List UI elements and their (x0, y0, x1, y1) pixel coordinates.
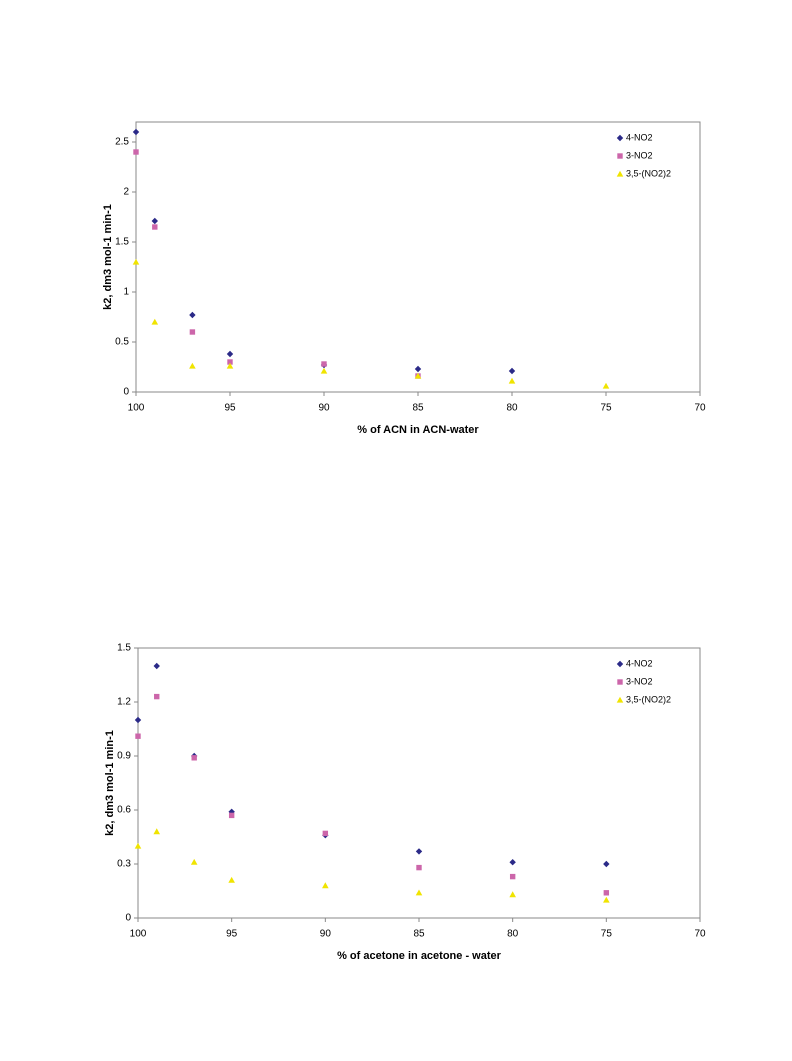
y-tick-label: 0.3 (117, 859, 131, 870)
marker (322, 882, 329, 889)
marker (132, 128, 140, 136)
y-tick-label: 0.5 (115, 337, 129, 348)
marker (415, 848, 423, 855)
legend-label: 4-NO2 (626, 658, 653, 668)
marker (135, 733, 141, 739)
y-axis-label: k2, dm3 mol-1 min-1 (104, 730, 116, 836)
legend-marker (617, 679, 623, 685)
marker (151, 217, 158, 225)
marker (228, 876, 235, 883)
marker (603, 896, 610, 903)
legend-marker (616, 696, 624, 703)
x-tick-label: 80 (507, 929, 519, 940)
marker (153, 828, 161, 835)
x-tick-label: 75 (601, 929, 613, 940)
x-tick-label: 95 (226, 929, 238, 940)
marker (414, 365, 422, 373)
x-tick-label: 90 (318, 403, 330, 414)
marker (602, 382, 610, 389)
x-tick-label: 100 (130, 929, 147, 940)
y-tick-label: 2 (123, 187, 129, 198)
marker (226, 350, 234, 358)
marker (132, 258, 140, 265)
y-tick-label: 0 (125, 913, 131, 924)
y-tick-label: 0 (123, 387, 129, 398)
marker (416, 864, 422, 871)
marker (508, 367, 516, 375)
x-axis-label: % of ACN in ACN-water (357, 424, 479, 436)
y-tick-label: 1 (123, 287, 129, 298)
marker (508, 377, 516, 384)
legend-marker (617, 153, 623, 159)
marker (415, 889, 423, 896)
legend-marker (616, 134, 624, 142)
marker (509, 859, 516, 866)
y-axis-label: k2, dm3 mol-1 min-1 (102, 204, 114, 310)
marker (154, 693, 160, 700)
marker (153, 662, 160, 670)
x-tick-label: 80 (506, 403, 518, 414)
marker (227, 359, 233, 365)
marker (414, 372, 422, 379)
marker (322, 830, 329, 837)
x-tick-label: 95 (224, 403, 236, 414)
x-tick-label: 85 (412, 403, 424, 414)
y-tick-label: 1.5 (115, 237, 129, 248)
marker (509, 873, 516, 880)
x-tick-label: 70 (694, 929, 706, 940)
marker (228, 808, 235, 815)
marker (189, 329, 196, 335)
x-tick-label: 70 (694, 403, 706, 414)
legend-marker (616, 660, 624, 668)
y-tick-label: 0.9 (117, 751, 131, 762)
marker (603, 890, 610, 896)
y-tick-label: 1.2 (117, 697, 131, 708)
y-tick-label: 0.6 (117, 805, 131, 816)
marker (603, 860, 610, 868)
x-axis-label: % of acetone in acetone - water (337, 950, 502, 962)
marker (320, 367, 328, 374)
marker (152, 224, 158, 230)
marker (191, 755, 197, 761)
marker (228, 812, 235, 819)
legend-marker (616, 170, 624, 177)
plot-area (135, 121, 701, 393)
marker (134, 842, 142, 849)
x-tick-label: 75 (600, 403, 612, 414)
marker (151, 318, 159, 325)
legend-label: 3,5-(NO2)2 (626, 168, 671, 178)
marker (226, 362, 234, 369)
plot-area (137, 647, 701, 919)
x-tick-label: 100 (128, 403, 145, 414)
x-tick-label: 85 (413, 929, 425, 940)
x-tick-label: 90 (320, 929, 332, 940)
y-tick-label: 1.5 (117, 643, 131, 654)
legend-label: 3-NO2 (626, 676, 653, 686)
legend-label: 3-NO2 (626, 150, 653, 160)
y-tick-label: 2.5 (115, 137, 129, 148)
marker (134, 716, 142, 724)
legend-label: 3,5-(NO2)2 (626, 694, 671, 704)
marker (321, 361, 327, 367)
marker (509, 891, 516, 898)
marker (189, 311, 196, 319)
marker (190, 858, 198, 865)
legend-label: 4-NO2 (626, 132, 653, 142)
marker (189, 362, 196, 369)
marker (133, 149, 139, 155)
